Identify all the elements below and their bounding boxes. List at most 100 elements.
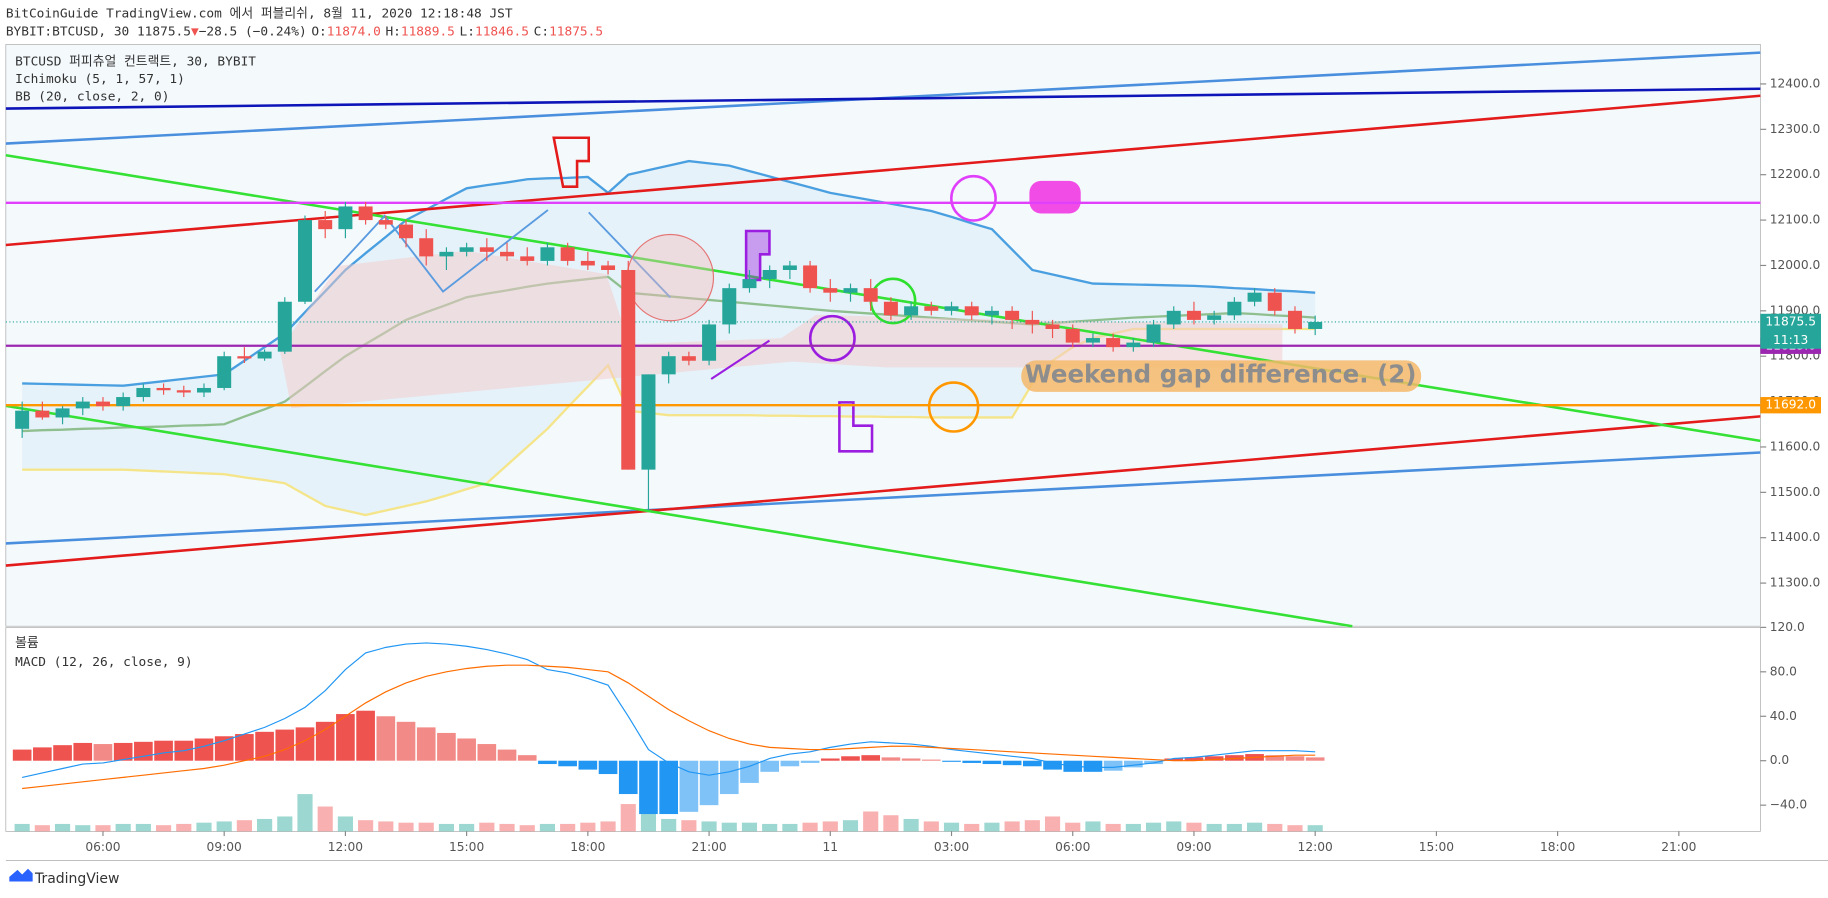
candle-body xyxy=(1126,342,1141,348)
volume-bar xyxy=(1206,823,1222,832)
macd-histogram-bar xyxy=(214,736,234,761)
macd-line xyxy=(22,642,1316,778)
candle-body xyxy=(419,238,434,257)
price-label: 11692.0 xyxy=(1765,398,1816,412)
volume-bar xyxy=(459,823,475,832)
volume-bar xyxy=(1145,822,1162,832)
macd-histogram-bar xyxy=(699,760,719,806)
candle-body xyxy=(55,408,70,418)
annotation-bubble xyxy=(1021,360,1422,392)
candle-body xyxy=(560,247,575,261)
candle-body xyxy=(722,288,737,325)
volume-bar xyxy=(580,822,596,832)
ohlc-value: 11889.5 xyxy=(401,24,455,39)
y-tick-label: −40.0 xyxy=(1770,798,1807,812)
volume-bar xyxy=(1044,816,1061,832)
macd-histogram-bar xyxy=(1184,757,1204,761)
candle-body xyxy=(1247,292,1262,302)
volume-bar xyxy=(155,825,172,832)
macd-histogram-bar xyxy=(1083,760,1103,772)
macd-histogram-bar xyxy=(477,744,497,761)
macd-histogram-bar xyxy=(1265,755,1285,761)
candle-body xyxy=(1227,301,1242,316)
candle-body xyxy=(742,279,757,289)
ohlc-label: L: xyxy=(460,24,475,39)
volume-bar xyxy=(34,825,50,832)
candle-body xyxy=(1146,324,1161,343)
macd-histogram-bar xyxy=(437,732,456,761)
candle-body xyxy=(378,220,393,225)
volume-bar xyxy=(75,825,91,832)
candle-body xyxy=(500,251,515,257)
macd-histogram-bar xyxy=(921,759,941,761)
macd-histogram-bar xyxy=(780,760,800,767)
candle-body xyxy=(540,247,555,261)
macd-histogram-bar xyxy=(315,721,335,761)
x-tick-label: 12:00 xyxy=(328,840,363,854)
volume-bar xyxy=(236,820,252,832)
x-tick-label: 12:00 xyxy=(1298,840,1333,854)
candle-body xyxy=(944,306,959,311)
candle-body xyxy=(277,301,292,352)
candle-body xyxy=(580,260,595,266)
volume-title: 볼륨 xyxy=(15,636,39,651)
candle-body xyxy=(984,310,999,316)
volume-bar xyxy=(620,804,636,832)
macd-title: MACD (12, 26, close, 9) xyxy=(15,655,192,670)
volume-bar xyxy=(560,823,576,832)
candle-body xyxy=(1287,310,1302,329)
macd-histogram-bar xyxy=(356,710,375,761)
emoji xyxy=(950,174,997,222)
emoji xyxy=(808,314,856,362)
macd-histogram-bar xyxy=(1124,760,1143,768)
volume-bar xyxy=(519,825,535,832)
volume-bar xyxy=(438,823,455,832)
candle-body xyxy=(237,356,252,359)
ichimoku-cloud xyxy=(279,250,1283,409)
candle-body xyxy=(338,206,353,230)
candle-body xyxy=(621,269,636,470)
macd-histogram-bar xyxy=(881,757,901,761)
volume-bar xyxy=(539,823,556,832)
candle-body xyxy=(1207,315,1222,320)
candle-body xyxy=(95,401,110,407)
x-tick-label: 09:00 xyxy=(1176,840,1211,854)
annotation: Weekend gap difference. (2) xyxy=(1025,360,1417,389)
macd-histogram-bar xyxy=(33,747,52,761)
macd-histogram-bar xyxy=(154,740,173,761)
macd-histogram-bar xyxy=(12,749,32,761)
logo xyxy=(9,868,33,882)
macd-histogram-bar xyxy=(1103,760,1123,771)
y-tick-label: 40.0 xyxy=(1770,709,1797,723)
x-tick-label: 18:00 xyxy=(1540,840,1575,854)
volume-bar xyxy=(337,816,353,832)
macd-pane xyxy=(5,627,1761,832)
volume-bar xyxy=(1125,823,1141,832)
ohlc-label: O: xyxy=(311,24,326,39)
x-tick-label: 21:00 xyxy=(1661,840,1696,854)
macd-histogram-bar xyxy=(1023,760,1042,767)
y-tick-label: 0.0 xyxy=(1770,753,1789,767)
macd-histogram-bar xyxy=(679,760,699,812)
y-tick-label: 11600.0 xyxy=(1770,439,1821,453)
trendline xyxy=(5,415,1761,567)
macd-histogram-bar xyxy=(1002,760,1022,766)
candle-body xyxy=(904,306,919,316)
macd-histogram-bar xyxy=(376,716,396,761)
volume-bar xyxy=(681,820,697,832)
candle-body xyxy=(459,247,474,252)
volume-bar xyxy=(378,821,394,832)
volume-bar xyxy=(216,821,232,832)
volume-bar xyxy=(741,822,758,832)
y-tick-label: 12000.0 xyxy=(1770,258,1821,272)
volume-bar xyxy=(115,823,131,832)
candle-body xyxy=(116,397,131,407)
volume-bar xyxy=(297,794,313,832)
candle-body xyxy=(1186,310,1201,320)
y-tick-label: 11400.0 xyxy=(1770,530,1821,544)
volume-bar xyxy=(943,822,960,832)
price-label: 11875.5 xyxy=(1765,314,1816,328)
candle-body xyxy=(298,220,312,302)
emoji xyxy=(927,381,980,433)
volume-bar xyxy=(14,823,30,832)
